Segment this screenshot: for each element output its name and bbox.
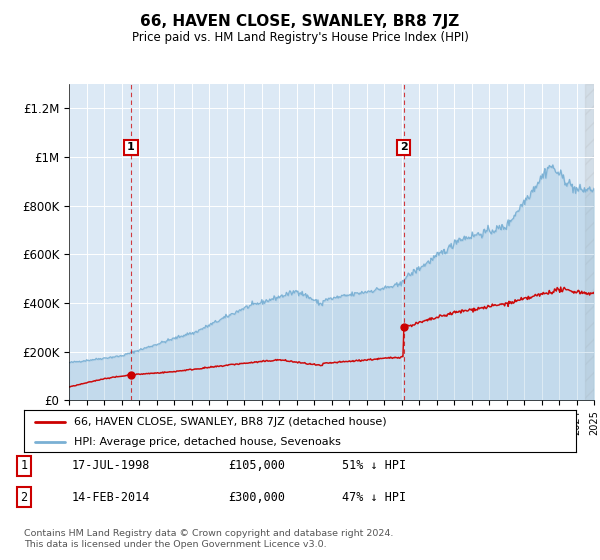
Text: 66, HAVEN CLOSE, SWANLEY, BR8 7JZ (detached house): 66, HAVEN CLOSE, SWANLEY, BR8 7JZ (detac… bbox=[74, 417, 386, 427]
Text: HPI: Average price, detached house, Sevenoaks: HPI: Average price, detached house, Seve… bbox=[74, 437, 341, 447]
Text: Price paid vs. HM Land Registry's House Price Index (HPI): Price paid vs. HM Land Registry's House … bbox=[131, 31, 469, 44]
Text: 47% ↓ HPI: 47% ↓ HPI bbox=[342, 491, 406, 504]
Text: Contains HM Land Registry data © Crown copyright and database right 2024.
This d: Contains HM Land Registry data © Crown c… bbox=[24, 529, 394, 549]
Bar bbox=[585, 84, 594, 400]
Text: £105,000: £105,000 bbox=[228, 459, 285, 473]
Text: 14-FEB-2014: 14-FEB-2014 bbox=[72, 491, 151, 504]
Text: 17-JUL-1998: 17-JUL-1998 bbox=[72, 459, 151, 473]
Text: 66, HAVEN CLOSE, SWANLEY, BR8 7JZ: 66, HAVEN CLOSE, SWANLEY, BR8 7JZ bbox=[140, 14, 460, 29]
Text: 2: 2 bbox=[400, 142, 407, 152]
Text: 51% ↓ HPI: 51% ↓ HPI bbox=[342, 459, 406, 473]
Text: £300,000: £300,000 bbox=[228, 491, 285, 504]
Text: 1: 1 bbox=[127, 142, 135, 152]
Text: 1: 1 bbox=[20, 459, 28, 473]
Text: 2: 2 bbox=[20, 491, 28, 504]
